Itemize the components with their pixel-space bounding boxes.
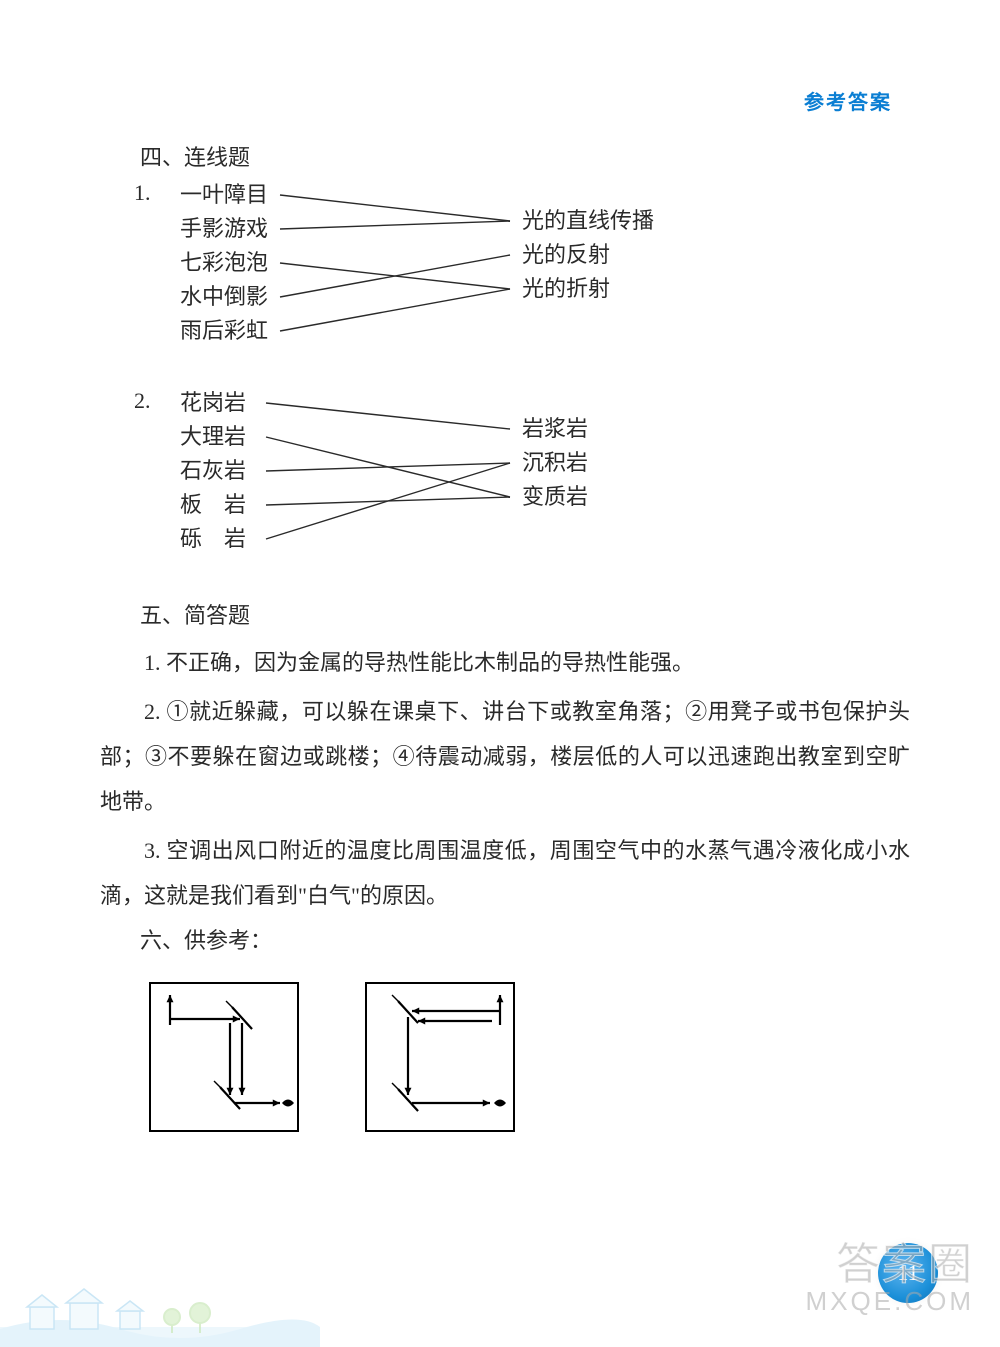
- match-left-label: 石灰岩: [180, 458, 246, 483]
- match-left-label: 一叶障目: [180, 182, 268, 207]
- mirror-diagrams: [144, 977, 910, 1137]
- match-left-label: 大理岩: [180, 424, 246, 449]
- corner-label: 参考答案: [804, 86, 892, 115]
- match-right-label: 沉积岩: [522, 450, 588, 475]
- match-left-label: 砾 岩: [180, 526, 246, 551]
- footer-illustration: [0, 1277, 320, 1347]
- matching-q2: 2. 花岗岩大理岩石灰岩板 岩砾 岩岩浆岩沉积岩变质岩: [140, 390, 910, 580]
- q1-number: 1.: [134, 180, 151, 206]
- match-edge: [266, 463, 510, 539]
- match-edge: [266, 403, 510, 429]
- match-right-label: 岩浆岩: [522, 416, 588, 441]
- section4-title: 四、连线题: [140, 140, 910, 172]
- match-left-label: 雨后彩虹: [180, 318, 268, 343]
- match-right-label: 光的折射: [522, 276, 610, 301]
- match-left-label: 花岗岩: [180, 390, 246, 415]
- match-left-label: 水中倒影: [180, 284, 268, 309]
- match-left-label: 手影游戏: [180, 216, 268, 241]
- answer-5-1: 1. 不正确，因为金属的导热性能比木制品的导热性能强。: [100, 640, 910, 685]
- diagram-2: [360, 977, 520, 1137]
- section6-title: 六、供参考：: [140, 923, 910, 955]
- match-right-label: 变质岩: [522, 484, 588, 509]
- q2-number: 2.: [134, 388, 151, 414]
- diagram-1: [144, 977, 304, 1137]
- match-left-label: 七彩泡泡: [180, 250, 268, 275]
- section5-title: 五、简答题: [140, 598, 910, 630]
- matching-q1: 1. 一叶障目手影游戏七彩泡泡水中倒影雨后彩虹光的直线传播光的反射光的折射: [140, 182, 910, 372]
- match-edge: [280, 289, 510, 331]
- answer-5-2: 2. ①就近躲藏，可以躲在课桌下、讲台下或教室角落；②用凳子或书包保护头部；③不…: [100, 689, 910, 824]
- match-edge: [266, 463, 510, 471]
- answer-5-3: 3. 空调出风口附近的温度比周围温度低，周围空气中的水蒸气遇冷液化成小水滴，这就…: [100, 828, 910, 918]
- match-right-label: 光的直线传播: [522, 208, 654, 233]
- match-left-label: 板 岩: [180, 492, 246, 517]
- match-right-label: 光的反射: [522, 242, 610, 267]
- match-edge: [280, 195, 510, 221]
- match-edge: [280, 255, 510, 297]
- page-number: 11: [878, 1243, 938, 1303]
- match-edge: [280, 221, 510, 229]
